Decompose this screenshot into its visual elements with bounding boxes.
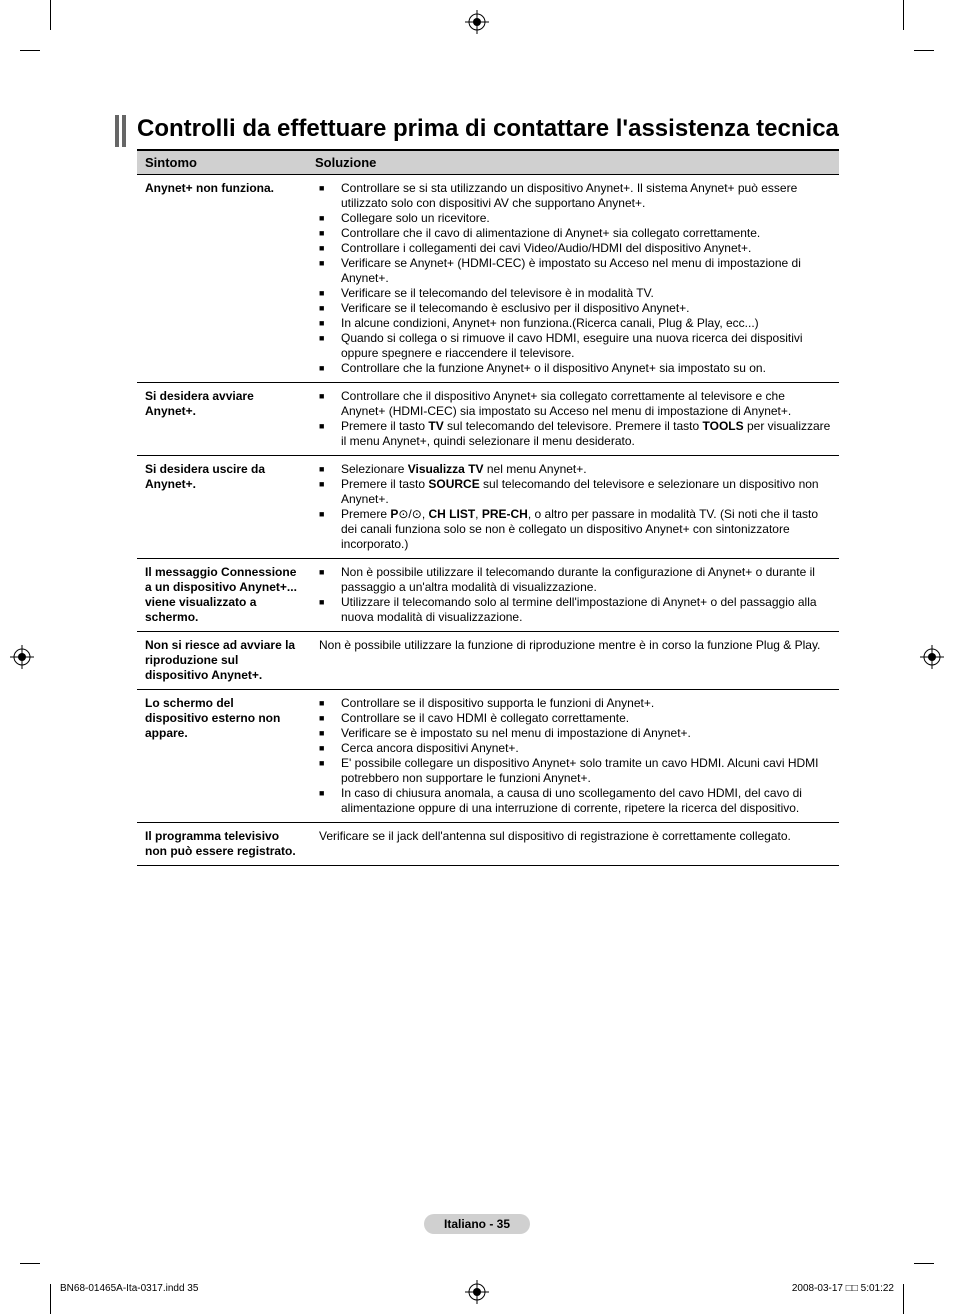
solution-item: Controllare se il cavo HDMI è collegato … bbox=[315, 711, 831, 726]
solution-list: Controllare se si sta utilizzando un dis… bbox=[315, 181, 831, 376]
table-row: Anynet+ non funziona. Controllare se si s… bbox=[137, 175, 839, 383]
page-content: Controlli da effettuare prima di contatt… bbox=[115, 115, 839, 866]
document-footer: BN68-01465A-Ita-0317.indd 35 2008-03-17 … bbox=[60, 1283, 894, 1294]
symptom-cell: Si desidera avviare Anynet+. bbox=[137, 383, 307, 456]
solution-item: Cerca ancora dispositivi Anynet+. bbox=[315, 741, 831, 756]
footer-timestamp: 2008-03-17 □□ 5:01:22 bbox=[792, 1283, 894, 1294]
solution-item: Selezionare Visualizza TV nel menu Anyne… bbox=[315, 462, 831, 477]
solution-item: Controllare se si sta utilizzando un dis… bbox=[315, 181, 831, 211]
symptom-cell: Il messaggio Connessione a un dispositiv… bbox=[137, 559, 307, 632]
table-row: Si desidera uscire da Anynet+. Selezionar… bbox=[137, 456, 839, 559]
solution-item: Premere P⊙/⊙, CH LIST, PRE-CH, o altro p… bbox=[315, 507, 831, 552]
solution-cell: Verificare se il jack dell'antenna sul d… bbox=[307, 823, 839, 866]
solution-item: Verificare se Anynet+ (HDMI-CEC) è impos… bbox=[315, 256, 831, 286]
registration-mark-icon bbox=[10, 645, 34, 669]
table-row: Lo schermo del dispositivo esterno non a… bbox=[137, 690, 839, 823]
solution-item: Premere il tasto TV sul telecomando del … bbox=[315, 419, 831, 449]
header-solution: Soluzione bbox=[307, 151, 839, 175]
header-symptom: Sintomo bbox=[137, 151, 307, 175]
title-side-bars bbox=[115, 115, 126, 147]
crop-mark bbox=[50, 1284, 51, 1314]
solution-item: In alcune condizioni, Anynet+ non funzio… bbox=[315, 316, 831, 331]
troubleshooting-table: Sintomo Soluzione Anynet+ non funziona. C… bbox=[137, 151, 839, 866]
symptom-cell: Anynet+ non funziona. bbox=[137, 175, 307, 383]
solution-list: Selezionare Visualizza TV nel menu Anyne… bbox=[315, 462, 831, 552]
solution-item: In caso di chiusura anomala, a causa di … bbox=[315, 786, 831, 816]
solution-item: Collegare solo un ricevitore. bbox=[315, 211, 831, 226]
solution-item: Controllare che il dispositivo Anynet+ s… bbox=[315, 389, 831, 419]
table-row: Non si riesce ad avviare la riproduzione… bbox=[137, 632, 839, 690]
registration-mark-icon bbox=[465, 10, 489, 34]
solution-list: Controllare che il dispositivo Anynet+ s… bbox=[315, 389, 831, 449]
solution-item: Controllare che il cavo di alimentazione… bbox=[315, 226, 831, 241]
solution-item: Verificare se il telecomando è esclusivo… bbox=[315, 301, 831, 316]
crop-mark bbox=[914, 1263, 934, 1264]
solution-item: E' possibile collegare un dispositivo An… bbox=[315, 756, 831, 786]
solution-item: Controllare i collegamenti dei cavi Vide… bbox=[315, 241, 831, 256]
solution-item: Controllare se il dispositivo supporta l… bbox=[315, 696, 831, 711]
crop-mark bbox=[20, 50, 40, 51]
page-number-badge: Italiano - 35 bbox=[424, 1214, 530, 1234]
solution-list: Controllare se il dispositivo supporta l… bbox=[315, 696, 831, 816]
symptom-cell: Lo schermo del dispositivo esterno non a… bbox=[137, 690, 307, 823]
solution-cell: Selezionare Visualizza TV nel menu Anyne… bbox=[307, 456, 839, 559]
solution-item: Verificare se è impostato su nel menu di… bbox=[315, 726, 831, 741]
crop-mark bbox=[903, 0, 904, 30]
solution-cell: Controllare se il dispositivo supporta l… bbox=[307, 690, 839, 823]
crop-mark bbox=[20, 1263, 40, 1264]
solution-item: Verificare se il telecomando del televis… bbox=[315, 286, 831, 301]
solution-cell: Non è possibile utilizzare il telecomand… bbox=[307, 559, 839, 632]
symptom-cell: Non si riesce ad avviare la riproduzione… bbox=[137, 632, 307, 690]
page-title: Controlli da effettuare prima di contatt… bbox=[137, 115, 839, 151]
table-row: Si desidera avviare Anynet+. Controllare … bbox=[137, 383, 839, 456]
solution-item: Utilizzare il telecomando solo al termin… bbox=[315, 595, 831, 625]
solution-item: Non è possibile utilizzare il telecomand… bbox=[315, 565, 831, 595]
solution-cell: Non è possibile utilizzare la funzione d… bbox=[307, 632, 839, 690]
solution-item: Quando si collega o si rimuove il cavo H… bbox=[315, 331, 831, 361]
solution-text: Non è possibile utilizzare la funzione d… bbox=[315, 638, 831, 653]
table-row: Il programma televisivo non può essere r… bbox=[137, 823, 839, 866]
footer-filename: BN68-01465A-Ita-0317.indd 35 bbox=[60, 1283, 198, 1294]
symptom-cell: Il programma televisivo non può essere r… bbox=[137, 823, 307, 866]
table-row: Il messaggio Connessione a un dispositiv… bbox=[137, 559, 839, 632]
solution-cell: Controllare se si sta utilizzando un dis… bbox=[307, 175, 839, 383]
solution-text: Verificare se il jack dell'antenna sul d… bbox=[315, 829, 831, 844]
crop-mark bbox=[903, 1284, 904, 1314]
solution-list: Non è possibile utilizzare il telecomand… bbox=[315, 565, 831, 625]
symptom-cell: Si desidera uscire da Anynet+. bbox=[137, 456, 307, 559]
registration-mark-icon bbox=[920, 645, 944, 669]
crop-mark bbox=[50, 0, 51, 30]
crop-mark bbox=[914, 50, 934, 51]
solution-item: Controllare che la funzione Anynet+ o il… bbox=[315, 361, 831, 376]
solution-cell: Controllare che il dispositivo Anynet+ s… bbox=[307, 383, 839, 456]
solution-item: Premere il tasto SOURCE sul telecomando … bbox=[315, 477, 831, 507]
